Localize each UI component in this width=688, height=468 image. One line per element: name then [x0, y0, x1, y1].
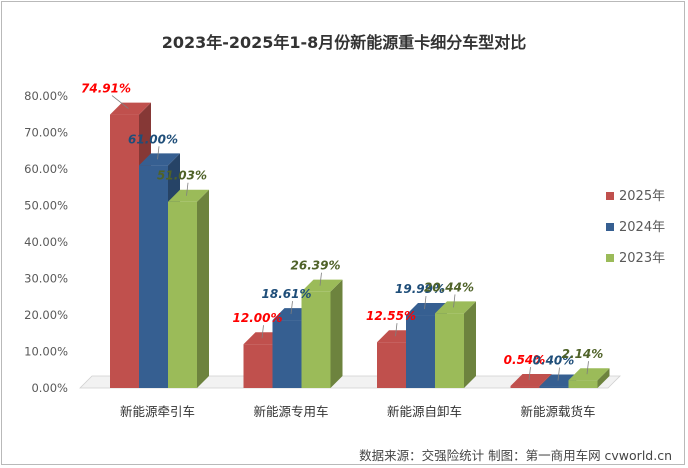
data-label-leader — [290, 301, 293, 315]
data-label-leader — [453, 294, 456, 308]
bar-top — [510, 374, 552, 387]
bar-front — [301, 291, 331, 388]
bar-front — [568, 380, 598, 388]
data-label-leader — [395, 323, 398, 337]
data-label-leader — [586, 361, 589, 375]
source-note: 数据来源：交强险统计 制图：第一商用车网 cvworld.cn — [359, 448, 672, 463]
data-label: 12.55% — [366, 309, 416, 323]
data-label: 26.39% — [291, 259, 341, 273]
data-label-leader — [557, 367, 560, 381]
bar-front — [539, 386, 569, 388]
bar-front — [435, 313, 464, 388]
data-label-leader — [157, 146, 160, 160]
bar-front — [243, 344, 273, 388]
bar-front — [406, 315, 435, 388]
y-tick-label: 30.00% — [24, 272, 68, 286]
data-label-leader — [424, 295, 427, 310]
legend-label: 2024年 — [619, 220, 665, 235]
category-label: 新能源载货车 — [520, 404, 595, 419]
data-label: 74.91% — [81, 82, 131, 96]
data-label: 12.00% — [233, 311, 283, 325]
bar-front — [110, 114, 139, 389]
bar — [568, 368, 610, 388]
data-label: 19.99% — [395, 282, 445, 296]
bar-side — [330, 279, 343, 388]
y-tick-label: 10.00% — [24, 345, 68, 359]
data-labels-layer: 74.91% 61.00% 51.03% 12.00% 18.61% 26.39% 12.5… — [81, 82, 603, 381]
bar — [435, 301, 476, 388]
data-label-leader — [186, 182, 189, 196]
bar-front — [168, 201, 197, 388]
bar-top — [110, 102, 151, 115]
data-label: 2.14% — [562, 347, 604, 361]
data-label-leader — [319, 272, 322, 286]
bar-side — [464, 301, 476, 388]
category-label: 新能源专用车 — [253, 404, 328, 419]
bar-side — [197, 189, 209, 388]
bar-top — [435, 301, 476, 314]
bars-layer — [110, 102, 610, 389]
bar-top — [568, 368, 610, 381]
bar-front — [377, 342, 406, 388]
legend-label: 2025年 — [619, 189, 665, 204]
data-label: 61.00% — [128, 132, 178, 146]
bar-front — [139, 165, 168, 388]
y-tick-label: 60.00% — [24, 162, 68, 176]
y-tick-label: 0.00% — [31, 381, 68, 395]
bar — [301, 279, 343, 388]
y-tick-label: 40.00% — [24, 235, 68, 249]
category-label: 新能源自卸车 — [387, 404, 462, 419]
legend: 2025年 2024年 2023年 — [606, 189, 665, 266]
bar-top — [139, 153, 180, 166]
bar-front — [510, 386, 540, 388]
legend-label: 2023年 — [619, 251, 665, 266]
y-tick-label: 20.00% — [24, 308, 68, 322]
data-label: 51.03% — [157, 169, 207, 183]
bar-top — [168, 189, 209, 202]
data-label-leader — [261, 325, 264, 339]
data-label: 0.40% — [533, 354, 575, 368]
category-label: 新能源牵引车 — [120, 404, 195, 419]
y-tick-label: 50.00% — [24, 199, 68, 213]
y-tick-label: 70.00% — [24, 126, 68, 140]
data-label: 20.44% — [424, 280, 474, 294]
data-label-leader — [111, 95, 129, 109]
axis-layer: 0.00% 10.00% 20.00% 30.00% 40.00% 50.00% 60.00… — [24, 89, 621, 419]
legend-swatch — [606, 192, 614, 200]
y-tick-label: 80.00% — [24, 89, 68, 103]
legend-swatch — [606, 223, 614, 231]
data-label: 0.54% — [504, 353, 546, 367]
bar-front — [272, 320, 302, 388]
bar — [168, 189, 209, 388]
data-label-leader — [528, 366, 531, 381]
chart-title: 2023年-2025年1-8月份新能源重卡细分车型对比 — [162, 33, 527, 52]
bar-top — [301, 279, 343, 292]
bar-side — [597, 368, 610, 388]
data-label: 18.61% — [262, 287, 312, 301]
legend-swatch — [606, 254, 614, 262]
